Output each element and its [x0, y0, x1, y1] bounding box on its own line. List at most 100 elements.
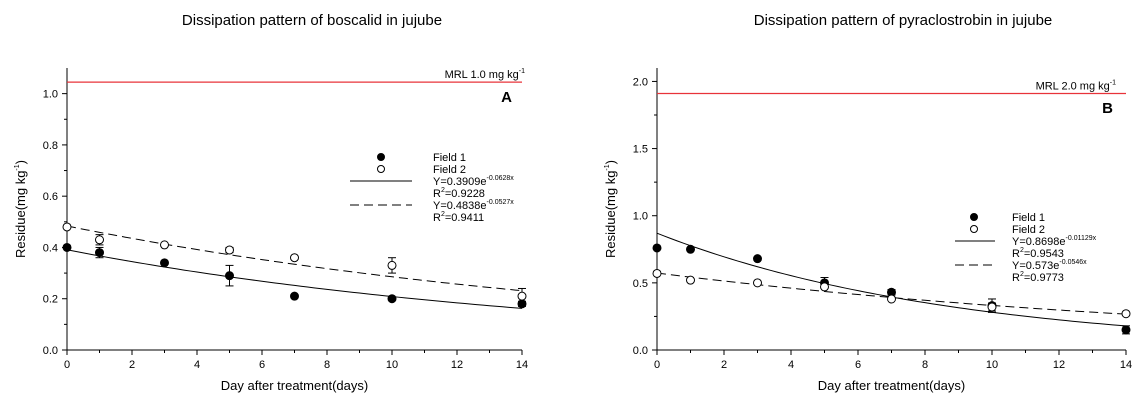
- x-tick-label: 0: [654, 359, 660, 371]
- data-point: [290, 291, 299, 301]
- x-tick-label: 10: [386, 359, 398, 371]
- x-tick-label: 8: [324, 359, 330, 371]
- data-point: [160, 240, 169, 250]
- x-tick-label: 6: [259, 359, 265, 371]
- y-tick-label: 2.0: [633, 76, 648, 88]
- mrl-label-superscript: -1: [519, 68, 525, 75]
- legend-equation: Y=0.4838e-0.0527x: [433, 199, 514, 212]
- mrl-label-superscript: -1: [1110, 80, 1116, 87]
- legend-label: Field 2: [433, 164, 466, 176]
- y-axis-label: Residue(mg kg-1): [13, 160, 28, 258]
- series-field-2: [652, 268, 1131, 319]
- fit-curve: [656, 272, 1127, 315]
- x-tick-label: 10: [986, 359, 998, 371]
- legend-r2-base: R: [433, 188, 441, 200]
- x-tick-label: 2: [721, 359, 727, 371]
- x-tick-label: 0: [64, 359, 70, 371]
- data-point: [820, 282, 829, 292]
- x-axis-label: Day after treatment(days): [818, 378, 965, 393]
- legend-r2-value: =0.9773: [1024, 272, 1064, 284]
- legend-equation-exponent: -0.0546x: [1059, 259, 1087, 266]
- legend-r2: R2=0.9773: [1012, 271, 1064, 284]
- y-tick-label: 0.6: [43, 191, 58, 203]
- data-point: [95, 235, 104, 245]
- legend-equation: Y=0.8698e-0.01129x: [1012, 235, 1097, 248]
- legend-marker: [970, 225, 978, 233]
- legend-label: Field 1: [1012, 212, 1045, 224]
- data-point: [290, 253, 299, 263]
- data-point: [1121, 325, 1131, 335]
- y-tick-label: 0.4: [43, 242, 58, 254]
- y-axis-label-text: Residue(mg kg: [603, 171, 618, 258]
- data-point: [387, 260, 397, 270]
- legend-equation-base: Y=0.4838e: [433, 200, 487, 212]
- data-point: [686, 275, 695, 285]
- x-tick-label: 8: [922, 359, 928, 371]
- mrl-label: MRL 2.0 mg kg-1: [1036, 80, 1117, 93]
- legend-r2-value: =0.9543: [1024, 248, 1064, 260]
- legend-r2: R2=0.9543: [1012, 247, 1064, 260]
- x-axis-label: Day after treatment(days): [221, 378, 368, 393]
- legend-equation: Y=0.573e-0.0546x: [1012, 259, 1087, 272]
- mrl-label: MRL 1.0 mg kg-1: [445, 68, 526, 81]
- x-tick-label: 2: [129, 359, 135, 371]
- legend-r2-superscript: 2: [1020, 271, 1024, 278]
- data-point: [887, 294, 896, 304]
- data-point: [517, 291, 527, 301]
- legend-r2-base: R: [1012, 272, 1020, 284]
- data-point: [95, 248, 104, 258]
- mrl-label-text: MRL 1.0 mg kg: [445, 69, 519, 81]
- legend-equation: Y=0.3909e-0.0628x: [433, 175, 514, 188]
- y-tick-label: 0.0: [633, 345, 648, 357]
- x-tick-label: 4: [194, 359, 200, 371]
- x-tick-label: 12: [451, 359, 463, 371]
- series-field-1: [62, 242, 527, 309]
- chart-panel-a: Dissipation pattern of boscalid in jujub…: [13, 12, 528, 393]
- data-point: [652, 268, 662, 278]
- x-tick-label: 14: [516, 359, 528, 371]
- legend-r2: R2=0.9228: [433, 187, 485, 200]
- legend-r2-superscript: 2: [441, 187, 445, 194]
- data-point: [686, 244, 695, 254]
- x-tick-label: 14: [1120, 359, 1132, 371]
- y-axis-label-superscript: -1: [14, 164, 21, 170]
- fit-curve: [66, 249, 523, 309]
- data-point: [1121, 309, 1131, 319]
- legend-r2-base: R: [433, 212, 441, 224]
- data-point: [987, 302, 997, 312]
- data-point: [160, 258, 169, 268]
- y-tick-label: 0.8: [43, 140, 58, 152]
- y-tick-label: 1.5: [633, 144, 648, 156]
- data-point: [753, 254, 762, 264]
- legend-equation-base: Y=0.8698e: [1012, 236, 1066, 248]
- series-field-2: [62, 222, 527, 305]
- legend-r2-value: =0.9228: [445, 188, 485, 200]
- data-point: [62, 222, 72, 232]
- legend-label: Field 2: [1012, 224, 1045, 236]
- data-point: [62, 242, 72, 252]
- data-point: [387, 294, 397, 304]
- legend-r2-value: =0.9411: [445, 212, 484, 224]
- x-tick-label: 4: [788, 359, 794, 371]
- mrl-label-text: MRL 2.0 mg kg: [1036, 81, 1110, 93]
- x-tick-label: 6: [855, 359, 861, 371]
- legend-equation-exponent: -0.0527x: [487, 199, 515, 206]
- x-tick-label: 12: [1053, 359, 1065, 371]
- legend-equation-exponent: -0.01129x: [1066, 235, 1097, 242]
- chart-title: Dissipation pattern of pyraclostrobin in…: [754, 12, 1053, 29]
- data-point: [652, 243, 662, 253]
- y-tick-label: 0.2: [43, 294, 58, 306]
- legend-r2-base: R: [1012, 248, 1020, 260]
- legend-r2: R2=0.9411: [433, 211, 484, 224]
- y-tick-label: 1.0: [633, 211, 648, 223]
- legend-equation-exponent: -0.0628x: [487, 175, 515, 182]
- chart-panel-b: Dissipation pattern of pyraclostrobin in…: [603, 12, 1132, 393]
- y-axis-label: Residue(mg kg-1): [603, 160, 618, 258]
- legend-marker: [377, 153, 385, 161]
- y-axis-label-close: ): [603, 160, 618, 164]
- y-axis-label-superscript: -1: [604, 164, 611, 170]
- y-tick-label: 0.5: [633, 278, 648, 290]
- legend-marker: [377, 165, 385, 173]
- panel-letter: A: [501, 89, 512, 106]
